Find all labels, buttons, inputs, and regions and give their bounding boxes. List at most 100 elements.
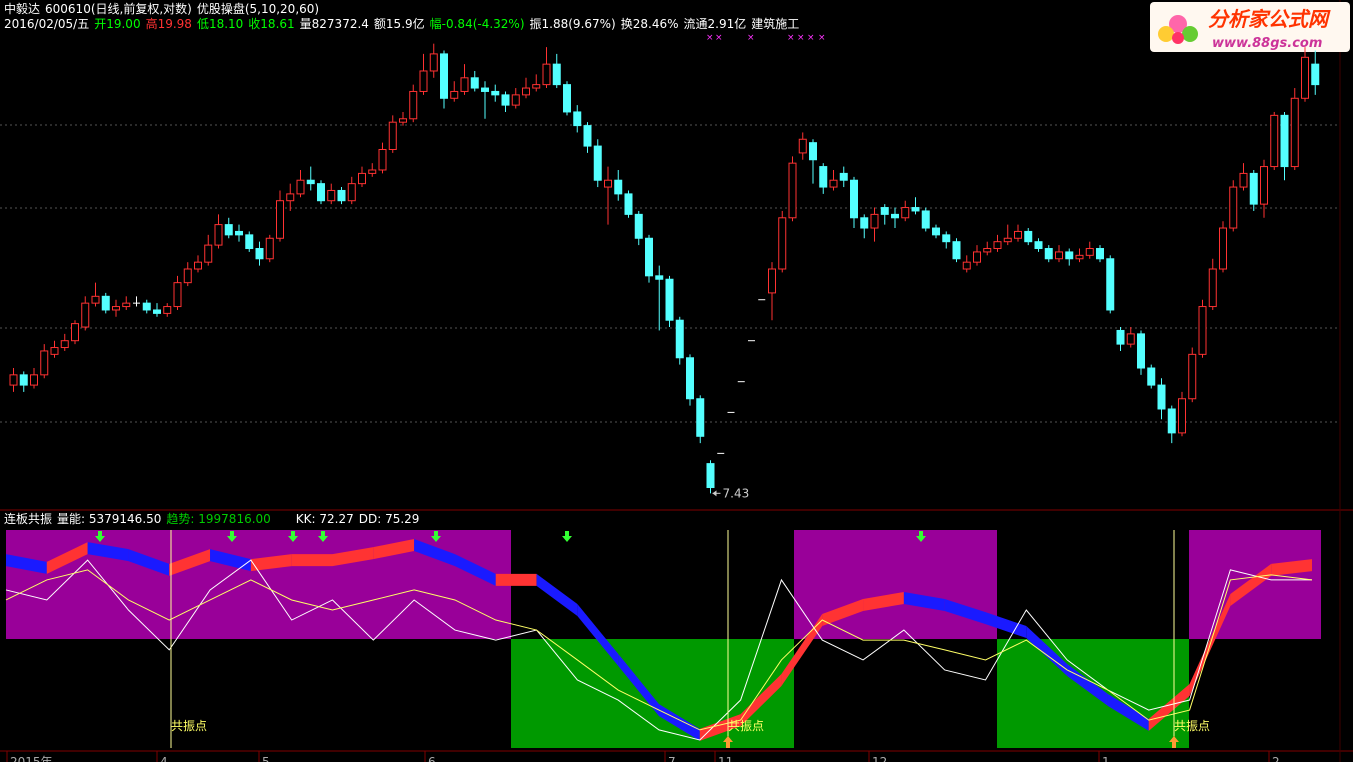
candle-body bbox=[1270, 114, 1279, 168]
candle-body bbox=[788, 162, 797, 219]
candle-body bbox=[235, 230, 243, 236]
signal-marker: × bbox=[787, 33, 795, 43]
trend-ribbon bbox=[250, 554, 292, 572]
candle-body bbox=[634, 213, 643, 239]
candle-body bbox=[1065, 251, 1074, 260]
candle-body bbox=[860, 217, 869, 229]
candle-body bbox=[983, 248, 992, 253]
candle-body bbox=[809, 142, 817, 161]
candle-body bbox=[1096, 248, 1104, 260]
candle-body bbox=[194, 261, 202, 270]
trend-ribbon bbox=[210, 549, 251, 572]
candle-body bbox=[183, 268, 192, 284]
down-arrow bbox=[562, 531, 572, 542]
trend-ribbon bbox=[1107, 694, 1149, 731]
candle-body bbox=[327, 189, 336, 202]
trend-ribbon bbox=[985, 612, 1027, 639]
logo-bg bbox=[1150, 2, 1350, 52]
candle-body bbox=[19, 374, 28, 386]
date-label: 11 bbox=[718, 755, 733, 762]
trend-ribbon bbox=[781, 614, 823, 686]
candle-body bbox=[645, 237, 653, 277]
down-arrow bbox=[227, 531, 237, 542]
candle-body bbox=[347, 183, 356, 202]
header-item: 额15.9亿 bbox=[373, 17, 425, 31]
up-arrow bbox=[723, 736, 733, 748]
candle-body bbox=[40, 350, 49, 376]
trend-ribbon bbox=[822, 598, 864, 627]
candle-body bbox=[891, 213, 899, 219]
indicator-line: 连板共振 量能: 5379146.50 趋势: 1997816.00 KK: 72.2… bbox=[4, 512, 424, 526]
candle-body bbox=[624, 193, 633, 215]
candle-body bbox=[501, 94, 510, 106]
candle-body bbox=[542, 63, 551, 86]
signal-marker: × bbox=[706, 33, 714, 43]
candle-body bbox=[1137, 333, 1145, 369]
trend-ribbon bbox=[903, 592, 945, 611]
title-line: 中毅达 600610(日线,前复权,对数) 优股操盘(5,10,20,60) bbox=[4, 2, 324, 16]
signal-marker: × bbox=[715, 33, 723, 43]
candle-body bbox=[142, 302, 151, 311]
candle-body bbox=[101, 295, 110, 311]
candle-body bbox=[839, 172, 848, 181]
candle-body bbox=[1239, 172, 1248, 188]
candle-body bbox=[1024, 230, 1033, 243]
logo-name: 分析家公式网 bbox=[1208, 7, 1331, 31]
signal-marker: × bbox=[797, 33, 805, 43]
low-label: 7.43 bbox=[723, 486, 750, 500]
date-label: 7 bbox=[668, 755, 676, 762]
logo: 分析家公式网 www.88gs.com bbox=[1150, 2, 1350, 52]
candle-body bbox=[122, 302, 131, 308]
header-item: 换28.46% bbox=[620, 17, 679, 31]
dd-line bbox=[5, 569, 1313, 731]
quote-line: 2016/02/05/五 开19.00 高19.98 低18.10 收18.61 量827… bbox=[4, 17, 804, 31]
candle-body bbox=[1249, 172, 1258, 205]
candle-body bbox=[1198, 306, 1207, 355]
down-arrow bbox=[431, 531, 441, 542]
candle-body bbox=[491, 90, 500, 96]
trend-ribbon bbox=[1271, 559, 1312, 576]
trend-ribbon bbox=[577, 604, 619, 666]
candle-body bbox=[921, 210, 930, 229]
trend-ribbon bbox=[536, 573, 578, 617]
candle-body bbox=[450, 90, 459, 99]
trend-ribbon bbox=[659, 704, 700, 741]
candle-body bbox=[973, 251, 981, 263]
signal-marker: × bbox=[747, 33, 755, 43]
candle-body bbox=[163, 306, 172, 314]
low-arrow-head bbox=[712, 490, 717, 497]
candle-body bbox=[265, 237, 274, 260]
candle-body bbox=[655, 275, 664, 280]
candle-body bbox=[286, 193, 295, 202]
trend-ribbon bbox=[863, 592, 904, 611]
candle-body bbox=[798, 138, 807, 154]
candle-body bbox=[1014, 230, 1022, 239]
trend-ribbon bbox=[414, 539, 455, 567]
candle-body bbox=[173, 282, 182, 308]
candle-body bbox=[583, 125, 592, 147]
candle-body bbox=[204, 244, 213, 263]
date-label: 12 bbox=[872, 755, 887, 762]
header-item: DD: 75.29 bbox=[358, 512, 420, 526]
logo-petal bbox=[1158, 26, 1174, 42]
candle-body bbox=[255, 248, 264, 260]
trend-ribbon bbox=[373, 539, 415, 560]
candle-body bbox=[696, 398, 705, 437]
trend-ribbon bbox=[618, 653, 659, 717]
candle-body bbox=[71, 323, 79, 342]
header-item: 量能: 5379146.50 bbox=[57, 512, 162, 526]
candle-body bbox=[30, 374, 38, 386]
candle-body bbox=[481, 87, 489, 92]
candle-body bbox=[552, 63, 561, 86]
header-item: 优股操盘(5,10,20,60) bbox=[196, 2, 320, 16]
candle-body bbox=[358, 172, 366, 185]
candle-body bbox=[276, 200, 284, 239]
trend-ribbon bbox=[1230, 563, 1272, 606]
candle-body bbox=[409, 90, 418, 120]
candle-body bbox=[1219, 227, 1227, 270]
candle-body bbox=[932, 227, 940, 236]
candle-body bbox=[368, 169, 377, 174]
candle-body bbox=[604, 179, 612, 188]
up-arrow bbox=[1169, 736, 1179, 748]
candle-body bbox=[911, 207, 920, 212]
